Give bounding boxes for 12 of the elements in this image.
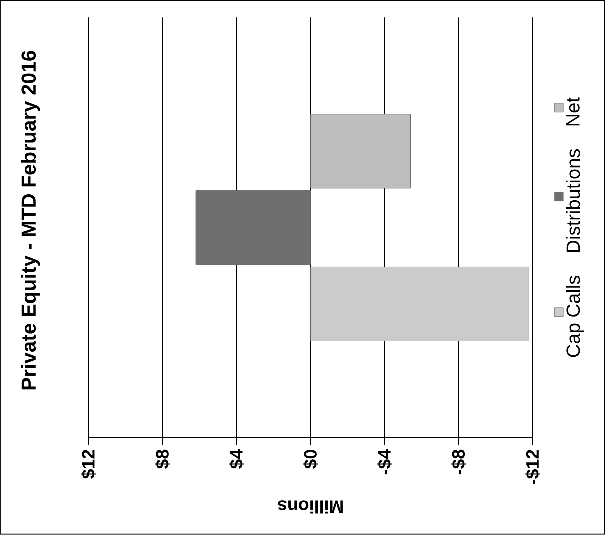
x-axis-title: Millions (278, 500, 343, 514)
x-tick-label: $12 (81, 450, 96, 480)
legend-label: Net (566, 98, 580, 126)
text: Private Equity - MTD February 2016 (21, 51, 40, 390)
x-tick-label: $8 (155, 450, 170, 470)
x-tick-label: $0 (304, 450, 318, 470)
legend-label: Cap Calls (566, 276, 584, 358)
x-tick-label: $4 (229, 450, 244, 470)
legend-label: Distributions (566, 149, 580, 252)
x-tick-label: -$4 (378, 450, 392, 475)
x-tick-label: -$8 (452, 450, 466, 475)
x-tick-label: -$12 (526, 450, 540, 485)
